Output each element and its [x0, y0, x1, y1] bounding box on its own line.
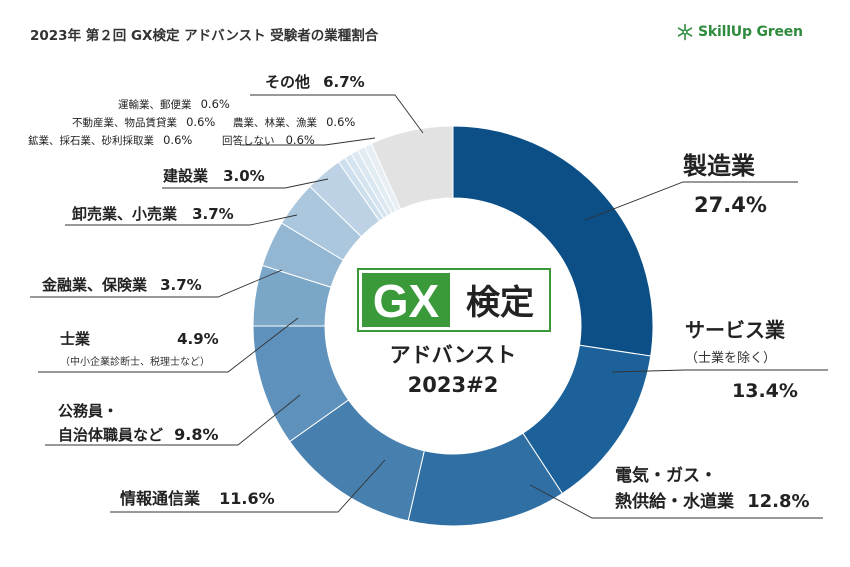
label-service-name: サービス業: [685, 318, 785, 342]
slice-0: [452, 125, 654, 357]
label-denki-value: 12.8%: [747, 491, 810, 512]
slices: [252, 125, 654, 527]
label-unyu-name: 運輸業、郵便業: [118, 99, 192, 111]
label-joho-name: 情報通信業: [120, 489, 201, 508]
label-sonota: その他 6.7%: [265, 71, 365, 92]
label-seizo-name: 製造業: [683, 152, 755, 180]
center-label: アドバンスト 2023#2: [353, 340, 553, 400]
label-fudosan-name: 不動産業、物品賃貸業: [72, 117, 177, 129]
label-service: サービス業 （士業を除く）: [685, 314, 785, 366]
gx-kentei-badge: GX 検定: [357, 268, 551, 332]
logo: SkillUp Green: [676, 20, 803, 44]
label-komuin: 公務員・ 自治体職員など 9.8%: [58, 400, 218, 447]
label-oroshi-name: 卸売業、小売業: [72, 205, 178, 223]
label-nogyo: 農業、林業、漁業 0.6%: [233, 111, 355, 130]
label-service-note: （士業を除く）: [685, 351, 777, 366]
label-kogyo-value: 0.6%: [163, 133, 193, 147]
leader-sonota: [250, 94, 424, 134]
label-shigyo-name: 士業: [60, 330, 91, 348]
leader-kaito: [240, 137, 376, 146]
label-komuin-value: 9.8%: [174, 425, 219, 444]
label-service-value-wrap: 13.4%: [732, 380, 798, 402]
label-kaito-name: 回答しない: [222, 135, 275, 147]
leader-service: [611, 369, 828, 373]
label-kensetsu-value: 3.0%: [223, 167, 265, 185]
leader-kinyu: [30, 269, 283, 298]
leader-denki: [529, 484, 823, 519]
label-denki-name2: 熱供給・水道業: [615, 492, 734, 512]
label-joho: 情報通信業 11.6%: [120, 485, 275, 509]
leader-lines: [30, 94, 828, 519]
snowflake-icon: [677, 23, 693, 41]
label-komuin-name2: 自治体職員など: [58, 426, 164, 444]
label-nogyo-value: 0.6%: [326, 115, 356, 129]
label-unyu: 運輸業、郵便業 0.6%: [118, 93, 230, 112]
leader-seizo: [584, 181, 798, 221]
label-sonota-value: 6.7%: [323, 73, 365, 91]
badge-kentei: 検定: [466, 283, 534, 323]
label-shigyo-value: 4.9%: [177, 330, 219, 348]
label-seizo-value: 27.4%: [694, 193, 767, 217]
label-service-value: 13.4%: [732, 380, 798, 402]
label-kensetsu-name: 建設業: [163, 167, 209, 185]
label-seizo-value-wrap: 27.4%: [694, 193, 767, 217]
label-oroshi-value: 3.7%: [192, 205, 234, 223]
leader-joho: [110, 459, 386, 513]
label-kinyu-value: 3.7%: [160, 276, 202, 294]
badge-gx: GX: [373, 275, 440, 327]
label-denki: 電気・ガス・ 熱供給・水道業 12.8%: [615, 463, 810, 515]
slice-14: [370, 125, 454, 210]
label-seizo: 製造業: [683, 146, 755, 181]
label-kaito-value: 0.6%: [285, 133, 315, 147]
leader-shigyo: [38, 317, 299, 373]
label-joho-value: 11.6%: [219, 489, 275, 508]
label-shigyo: 士業 4.9% （中小企業診断士、税理士など）: [60, 328, 219, 368]
label-fudosan: 不動産業、物品賃貸業 0.6%: [72, 111, 215, 130]
center-line1: アドバンスト: [389, 343, 517, 367]
leader-komuin: [45, 394, 301, 446]
label-denki-name1: 電気・ガス・: [615, 466, 717, 486]
label-fudosan-value: 0.6%: [186, 115, 216, 129]
label-sonota-name: その他: [265, 73, 311, 91]
label-unyu-value: 0.6%: [200, 97, 230, 111]
label-kogyo: 鉱業、採石業、砂利採取業 0.6%: [28, 129, 192, 148]
label-kensetsu: 建設業 3.0%: [163, 165, 265, 186]
label-kinyu-name: 金融業、保険業: [42, 276, 148, 294]
label-kogyo-name: 鉱業、採石業、砂利採取業: [28, 135, 154, 147]
label-nogyo-name: 農業、林業、漁業: [233, 117, 317, 129]
logo-text: SkillUp Green: [698, 24, 803, 40]
leader-oroshi: [65, 214, 298, 226]
label-kinyu: 金融業、保険業 3.7%: [42, 274, 202, 295]
leader-kensetsu: [162, 178, 329, 189]
label-kaito: 回答しない 0.6%: [222, 129, 315, 148]
label-shigyo-note: （中小企業診断士、税理士など）: [60, 357, 210, 368]
label-oroshi: 卸売業、小売業 3.7%: [72, 203, 234, 224]
center-line2: 2023#2: [407, 373, 499, 397]
chart-title: 2023年 第２回 GX検定 アドバンスト 受験者の業種割合: [30, 28, 379, 44]
label-komuin-name1: 公務員・: [58, 402, 119, 420]
